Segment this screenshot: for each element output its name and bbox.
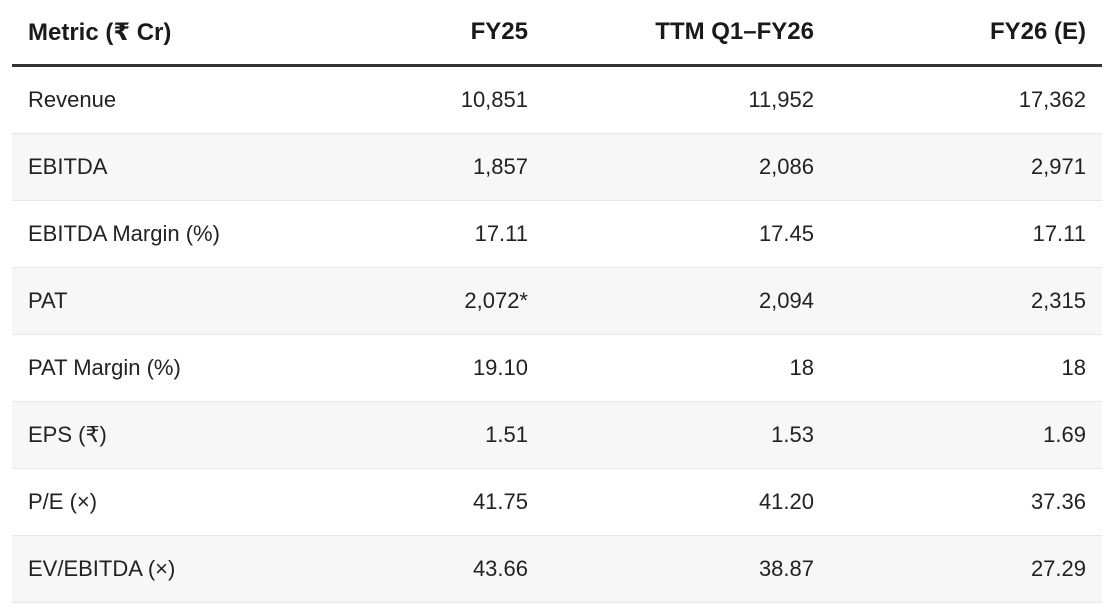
metrics-table: Metric (₹ Cr) FY25 TTM Q1–FY26 FY26 (E) Rev… — [12, 0, 1102, 603]
header-cell: FY26 (E) — [830, 0, 1102, 67]
metric-name: EPS (₹) — [12, 401, 330, 469]
value-cell: 27.29 — [830, 535, 1102, 603]
metric-name: EBITDA — [12, 133, 330, 201]
table-row: PAT Margin (%) 19.10 18 18 — [12, 334, 1102, 402]
value-cell: 1.51 — [330, 401, 544, 469]
table-row: PAT 2,072* 2,094 2,315 — [12, 267, 1102, 335]
metric-name: PAT — [12, 267, 330, 335]
value-cell: 17.11 — [330, 200, 544, 268]
value-cell: 18 — [830, 334, 1102, 402]
value-cell: 41.20 — [544, 468, 830, 536]
value-cell: 17,362 — [830, 65, 1102, 134]
table-row: P/E (×) 41.75 41.20 37.36 — [12, 468, 1102, 536]
table-row: EBITDA Margin (%) 17.11 17.45 17.11 — [12, 200, 1102, 268]
header-row: Metric (₹ Cr) FY25 TTM Q1–FY26 FY26 (E) — [12, 0, 1102, 67]
value-cell: 18 — [544, 334, 830, 402]
value-cell: 19.10 — [330, 334, 544, 402]
value-cell: 37.36 — [830, 468, 1102, 536]
metric-name: P/E (×) — [12, 468, 330, 536]
value-cell: 10,851 — [330, 65, 544, 134]
table-row: EV/EBITDA (×) 43.66 38.87 27.29 — [12, 535, 1102, 603]
value-cell: 11,952 — [544, 65, 830, 134]
header-cell: TTM Q1–FY26 — [544, 0, 830, 67]
value-cell: 1,857 — [330, 133, 544, 201]
value-cell: 1.69 — [830, 401, 1102, 469]
value-cell: 17.11 — [830, 200, 1102, 268]
value-cell: 43.66 — [330, 535, 544, 603]
value-cell: 41.75 — [330, 468, 544, 536]
value-cell: 2,315 — [830, 267, 1102, 335]
value-cell: 2,094 — [544, 267, 830, 335]
value-cell: 38.87 — [544, 535, 830, 603]
value-cell: 1.53 — [544, 401, 830, 469]
table-head: Metric (₹ Cr) FY25 TTM Q1–FY26 FY26 (E) — [12, 0, 1102, 67]
header-cell: FY25 — [330, 0, 544, 67]
metric-name: Revenue — [12, 65, 330, 134]
value-cell: 2,072* — [330, 267, 544, 335]
table-row: EPS (₹) 1.51 1.53 1.69 — [12, 401, 1102, 469]
metric-name: EV/EBITDA (×) — [12, 535, 330, 603]
table-body: Revenue 10,851 11,952 17,362 EBITDA 1,857 2,08… — [12, 65, 1102, 603]
metric-name: PAT Margin (%) — [12, 334, 330, 402]
table-row: EBITDA 1,857 2,086 2,971 — [12, 133, 1102, 201]
table-row: Revenue 10,851 11,952 17,362 — [12, 65, 1102, 134]
value-cell: 2,086 — [544, 133, 830, 201]
header-cell: Metric (₹ Cr) — [12, 0, 330, 67]
value-cell: 17.45 — [544, 200, 830, 268]
value-cell: 2,971 — [830, 133, 1102, 201]
metric-name: EBITDA Margin (%) — [12, 200, 330, 268]
